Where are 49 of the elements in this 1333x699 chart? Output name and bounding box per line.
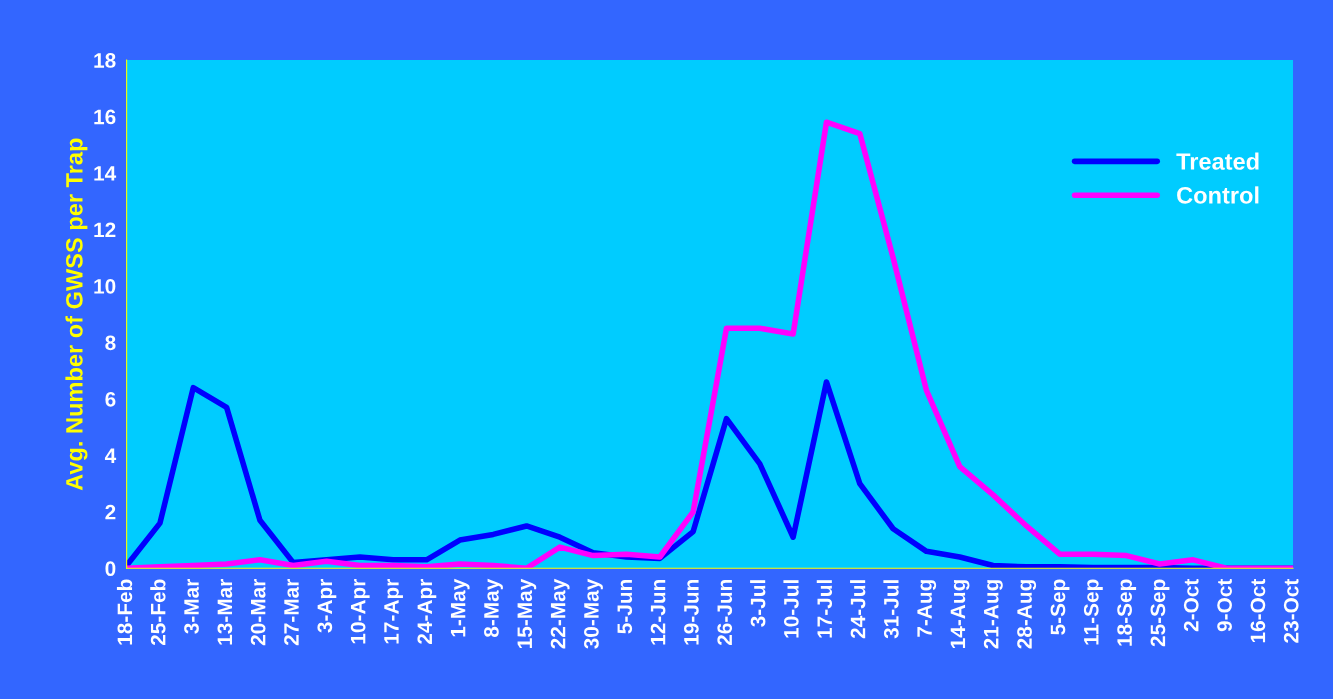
x-tick-label: 3-Mar: [184, 579, 199, 634]
x-tick-label: 17-Jul: [816, 580, 833, 638]
x-tick-label: 16-Oct: [1250, 578, 1266, 643]
y-tick-label: 18: [94, 53, 116, 68]
x-tick-label: 27-Mar: [284, 579, 299, 646]
y-tick-label: 14: [94, 166, 117, 181]
x-tick-label: 31-Jul: [883, 580, 899, 639]
y-tick-label: 4: [104, 448, 117, 463]
y-tick-label: 0: [105, 561, 116, 577]
x-tick-label: 14-Aug: [950, 580, 970, 648]
x-tick-label: 15-May: [517, 578, 537, 649]
x-tick-label: 7-Aug: [917, 580, 937, 637]
x-tick-label: 9-Oct: [1217, 578, 1232, 632]
x-tick-label: 24-Jul: [850, 580, 866, 639]
x-tick-label: 5-Jun: [617, 579, 633, 634]
y-tick-label: 16: [94, 109, 116, 125]
x-tick-label: 26-Jun: [717, 579, 733, 646]
y-tick-label: 8: [105, 335, 116, 351]
x-tick-label: 10-Jul: [783, 580, 799, 638]
x-tick-label: 19-Jun: [684, 579, 699, 645]
x-tick-label: 5-Sep: [1050, 579, 1070, 635]
x-tick-label: 21-Aug: [983, 580, 1003, 649]
x-tick-label: 1-May: [450, 578, 470, 637]
x-tick-label: 23-Oct: [1283, 578, 1299, 643]
x-tick-label: 25-Feb: [150, 579, 166, 646]
legend-label: Control: [1177, 186, 1259, 204]
x-tick-label: 18-Sep: [1117, 579, 1137, 646]
legend-label: Treated: [1176, 152, 1259, 170]
y-tick-label: 2: [105, 504, 116, 520]
x-tick-label: 13-Mar: [217, 579, 233, 645]
y-tick-label: 10: [94, 278, 116, 294]
x-tick-label: 17-Apr: [384, 579, 403, 644]
y-tick-label: 12: [94, 222, 116, 238]
y-tick-label: 6: [105, 391, 116, 407]
x-tick-label: 18-Feb: [116, 579, 133, 645]
x-tick-label: 11-Sep: [1083, 579, 1103, 645]
x-tick-label: 2-Oct: [1183, 578, 1199, 632]
x-tick-label: 3-Apr: [317, 579, 337, 633]
x-tick-label: 22-May: [550, 578, 570, 649]
x-tick-label: 24-Apr: [417, 579, 437, 644]
y-axis-title: Avg. Number of GWSS per Trap: [65, 138, 88, 491]
x-tick-label: 10-Apr: [350, 579, 370, 644]
x-tick-label: 8-May: [484, 578, 503, 638]
x-tick-label: 20-Mar: [250, 579, 266, 646]
x-tick-label: 30-May: [584, 578, 603, 649]
x-tick-label: 12-Jun: [650, 579, 666, 645]
x-tick-label: 28-Aug: [1017, 580, 1037, 649]
x-tick-label: 3-Jul: [750, 580, 766, 627]
x-tick-label: 25-Sep: [1150, 579, 1170, 647]
